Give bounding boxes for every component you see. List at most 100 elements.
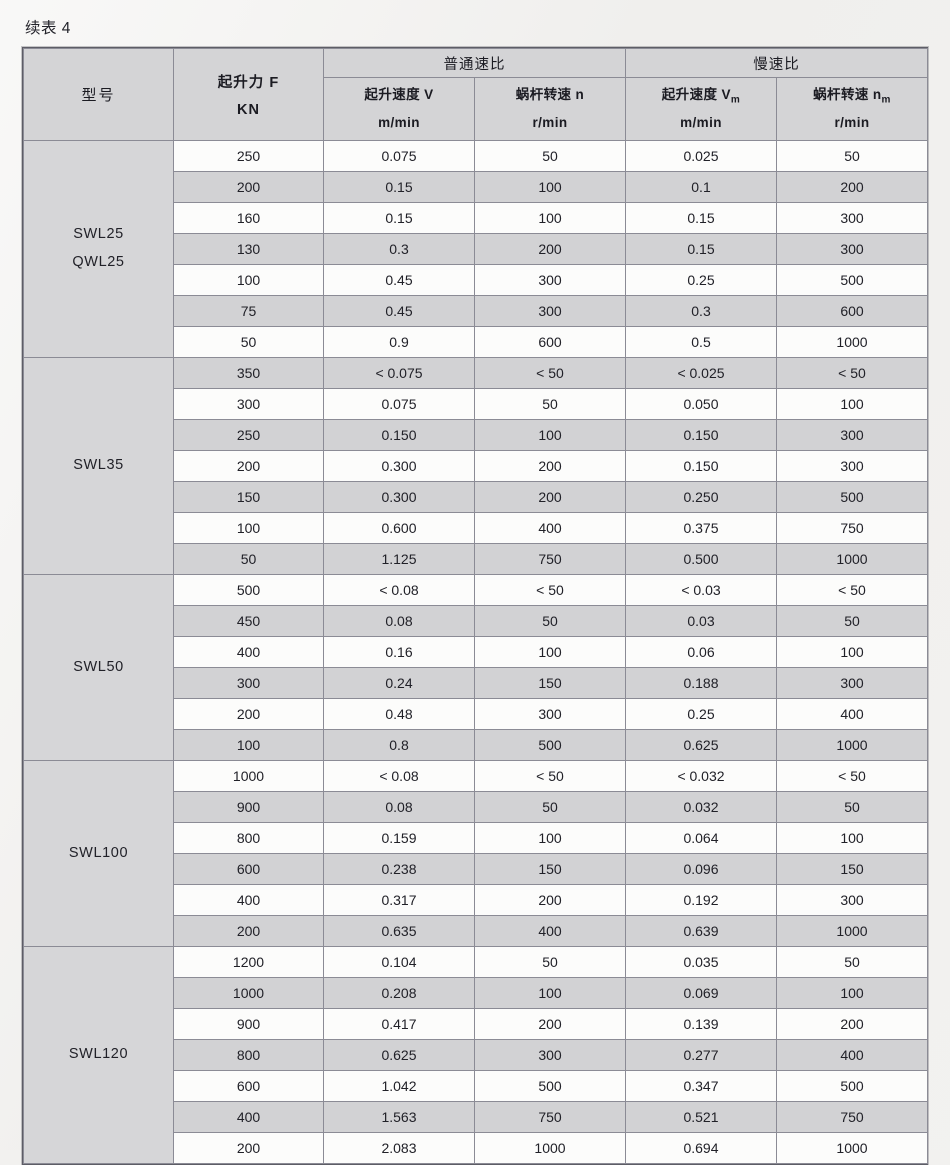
- cell-worm-speed-n: 200: [474, 1008, 626, 1040]
- cell-worm-speed-nm: 300: [776, 419, 928, 451]
- table-row: 200 0.48 300 0.25 400: [24, 698, 928, 730]
- cell-worm-speed-nm: 50: [776, 791, 928, 823]
- cell-lifting-speed-vm: 0.347: [625, 1070, 777, 1102]
- cell-lifting-force: 100: [173, 264, 324, 296]
- table-row: SWL120 1200 0.104 50 0.035 50: [23, 946, 928, 1164]
- cell-lifting-speed-v: 0.45: [323, 295, 475, 327]
- cell-lifting-speed-vm: 0.03: [625, 605, 777, 637]
- table-body: SWL25 QWL25 250 0.075 50 0.025 50 200 0.15 100 0.1…: [23, 140, 928, 1164]
- cell-worm-speed-n: 750: [474, 543, 626, 575]
- cell-lifting-force: 600: [173, 1070, 324, 1102]
- cell-lifting-speed-v: 0.24: [323, 667, 475, 699]
- cell-worm-speed-nm: 300: [776, 667, 928, 699]
- cell-lifting-speed-vm: 0.150: [625, 450, 777, 482]
- cell-lifting-speed-v: 0.45: [323, 264, 475, 296]
- cell-lifting-force: 900: [173, 1008, 324, 1040]
- cell-worm-speed-nm: 500: [776, 1070, 928, 1102]
- cell-lifting-speed-vm: 0.694: [625, 1132, 777, 1164]
- model-name: SWL35: [73, 457, 124, 474]
- cell-worm-speed-nm: 200: [776, 1008, 928, 1040]
- header-lifting-force-unit: KN: [237, 102, 260, 118]
- cell-worm-speed-n: 200: [474, 450, 626, 482]
- cell-lifting-speed-vm: 0.192: [625, 884, 777, 916]
- cell-lifting-speed-v: 0.16: [323, 636, 475, 668]
- cell-lifting-speed-v: 1.563: [323, 1101, 475, 1133]
- header-group-row: 型号 起升力 F KN 普通速比 慢速比: [23, 48, 928, 141]
- table-row: SWL25 QWL25 250 0.075 50 0.025 50: [23, 140, 928, 358]
- cell-lifting-speed-v: 0.08: [323, 605, 475, 637]
- cell-worm-speed-n: 100: [474, 822, 626, 854]
- cell-lifting-speed-vm: 0.250: [625, 481, 777, 513]
- header-col-unit: m/min: [680, 115, 722, 131]
- table-row: 200 0.300 200 0.150 300: [24, 450, 928, 482]
- table-row: 400 0.16 100 0.06 100: [24, 636, 928, 668]
- cell-lifting-force: 200: [173, 171, 324, 203]
- table-row: 900 0.08 50 0.032 50: [24, 791, 928, 823]
- cell-lifting-speed-vm: 0.625: [625, 729, 777, 761]
- cell-worm-speed-n: < 50: [474, 574, 626, 606]
- table-row: 800 0.625 300 0.277 400: [24, 1039, 928, 1071]
- cell-lifting-speed-vm: 0.032: [625, 791, 777, 823]
- cell-lifting-speed-v: 0.3: [323, 233, 475, 265]
- table-row: 300 0.24 150 0.188 300: [24, 667, 928, 699]
- cell-worm-speed-n: < 50: [474, 357, 626, 389]
- cell-lifting-speed-v: 0.08: [323, 791, 475, 823]
- cell-worm-speed-nm: 750: [776, 512, 928, 544]
- cell-lifting-force: 200: [173, 698, 324, 730]
- cell-lifting-force: 150: [173, 481, 324, 513]
- header-col-lifting-speed-vm: 起升速度 Vm m/min: [625, 77, 777, 141]
- cell-lifting-speed-vm: 0.521: [625, 1101, 777, 1133]
- cell-lifting-speed-vm: 0.15: [625, 202, 777, 234]
- cell-lifting-force: 250: [173, 419, 324, 451]
- header-col-title: 起升速度 Vm: [626, 82, 776, 110]
- cell-worm-speed-n: 300: [474, 1039, 626, 1071]
- cell-lifting-speed-v: 1.042: [323, 1070, 475, 1102]
- table-row: 100 0.600 400 0.375 750: [24, 512, 928, 544]
- cell-lifting-speed-vm: 0.277: [625, 1039, 777, 1071]
- cell-worm-speed-n: 100: [474, 202, 626, 234]
- cell-lifting-speed-v: 0.15: [323, 171, 475, 203]
- table-row: 450 0.08 50 0.03 50: [24, 605, 928, 637]
- cell-worm-speed-nm: 50: [776, 605, 928, 637]
- cell-worm-speed-nm: 100: [776, 977, 928, 1009]
- cell-lifting-speed-v: 0.150: [323, 419, 475, 451]
- cell-worm-speed-nm: 50: [776, 140, 928, 172]
- cell-worm-speed-n: 50: [474, 605, 626, 637]
- cell-worm-speed-n: 300: [474, 698, 626, 730]
- cell-worm-speed-nm: 400: [776, 698, 928, 730]
- cell-lifting-force: 900: [173, 791, 324, 823]
- cell-worm-speed-n: < 50: [474, 760, 626, 792]
- cell-lifting-force: 400: [173, 636, 324, 668]
- cell-worm-speed-nm: 1000: [776, 326, 928, 358]
- cell-lifting-speed-vm: 0.5: [625, 326, 777, 358]
- cell-worm-speed-nm: 1000: [776, 915, 928, 947]
- cell-lifting-speed-vm: 0.500: [625, 543, 777, 575]
- header-col-title-text: 起升速度 V: [661, 87, 731, 103]
- cell-lifting-force: 100: [173, 729, 324, 761]
- cell-worm-speed-n: 1000: [474, 1132, 626, 1164]
- cell-lifting-force: 450: [173, 605, 324, 637]
- cell-worm-speed-nm: < 50: [776, 760, 928, 792]
- header-col-title-text: 蜗杆转速 n: [813, 87, 882, 103]
- cell-worm-speed-n: 50: [474, 388, 626, 420]
- model-cell: SWL35: [23, 357, 174, 575]
- table-row: 900 0.417 200 0.139 200: [24, 1008, 928, 1040]
- cell-lifting-force: 160: [173, 202, 324, 234]
- table-row: 400 1.563 750 0.521 750: [24, 1101, 928, 1133]
- cell-worm-speed-n: 150: [474, 667, 626, 699]
- table-row: 100 0.8 500 0.625 1000: [24, 729, 928, 761]
- cell-lifting-speed-v: 0.600: [323, 512, 475, 544]
- header-col-unit: r/min: [532, 115, 568, 131]
- table-row: 100 0.45 300 0.25 500: [24, 264, 928, 296]
- cell-lifting-speed-vm: 0.06: [625, 636, 777, 668]
- cell-lifting-speed-v: 0.104: [323, 946, 475, 978]
- model-cell: SWL50: [23, 574, 174, 761]
- header-col-title: 蜗杆转速 n: [475, 82, 625, 110]
- table-row: 160 0.15 100 0.15 300: [24, 202, 928, 234]
- header-col-worm-speed-nm: 蜗杆转速 nm r/min: [776, 77, 928, 141]
- header-col-title: 起升速度 V: [324, 82, 474, 110]
- cell-worm-speed-nm: 600: [776, 295, 928, 327]
- cell-lifting-force: 50: [173, 326, 324, 358]
- cell-worm-speed-nm: 300: [776, 450, 928, 482]
